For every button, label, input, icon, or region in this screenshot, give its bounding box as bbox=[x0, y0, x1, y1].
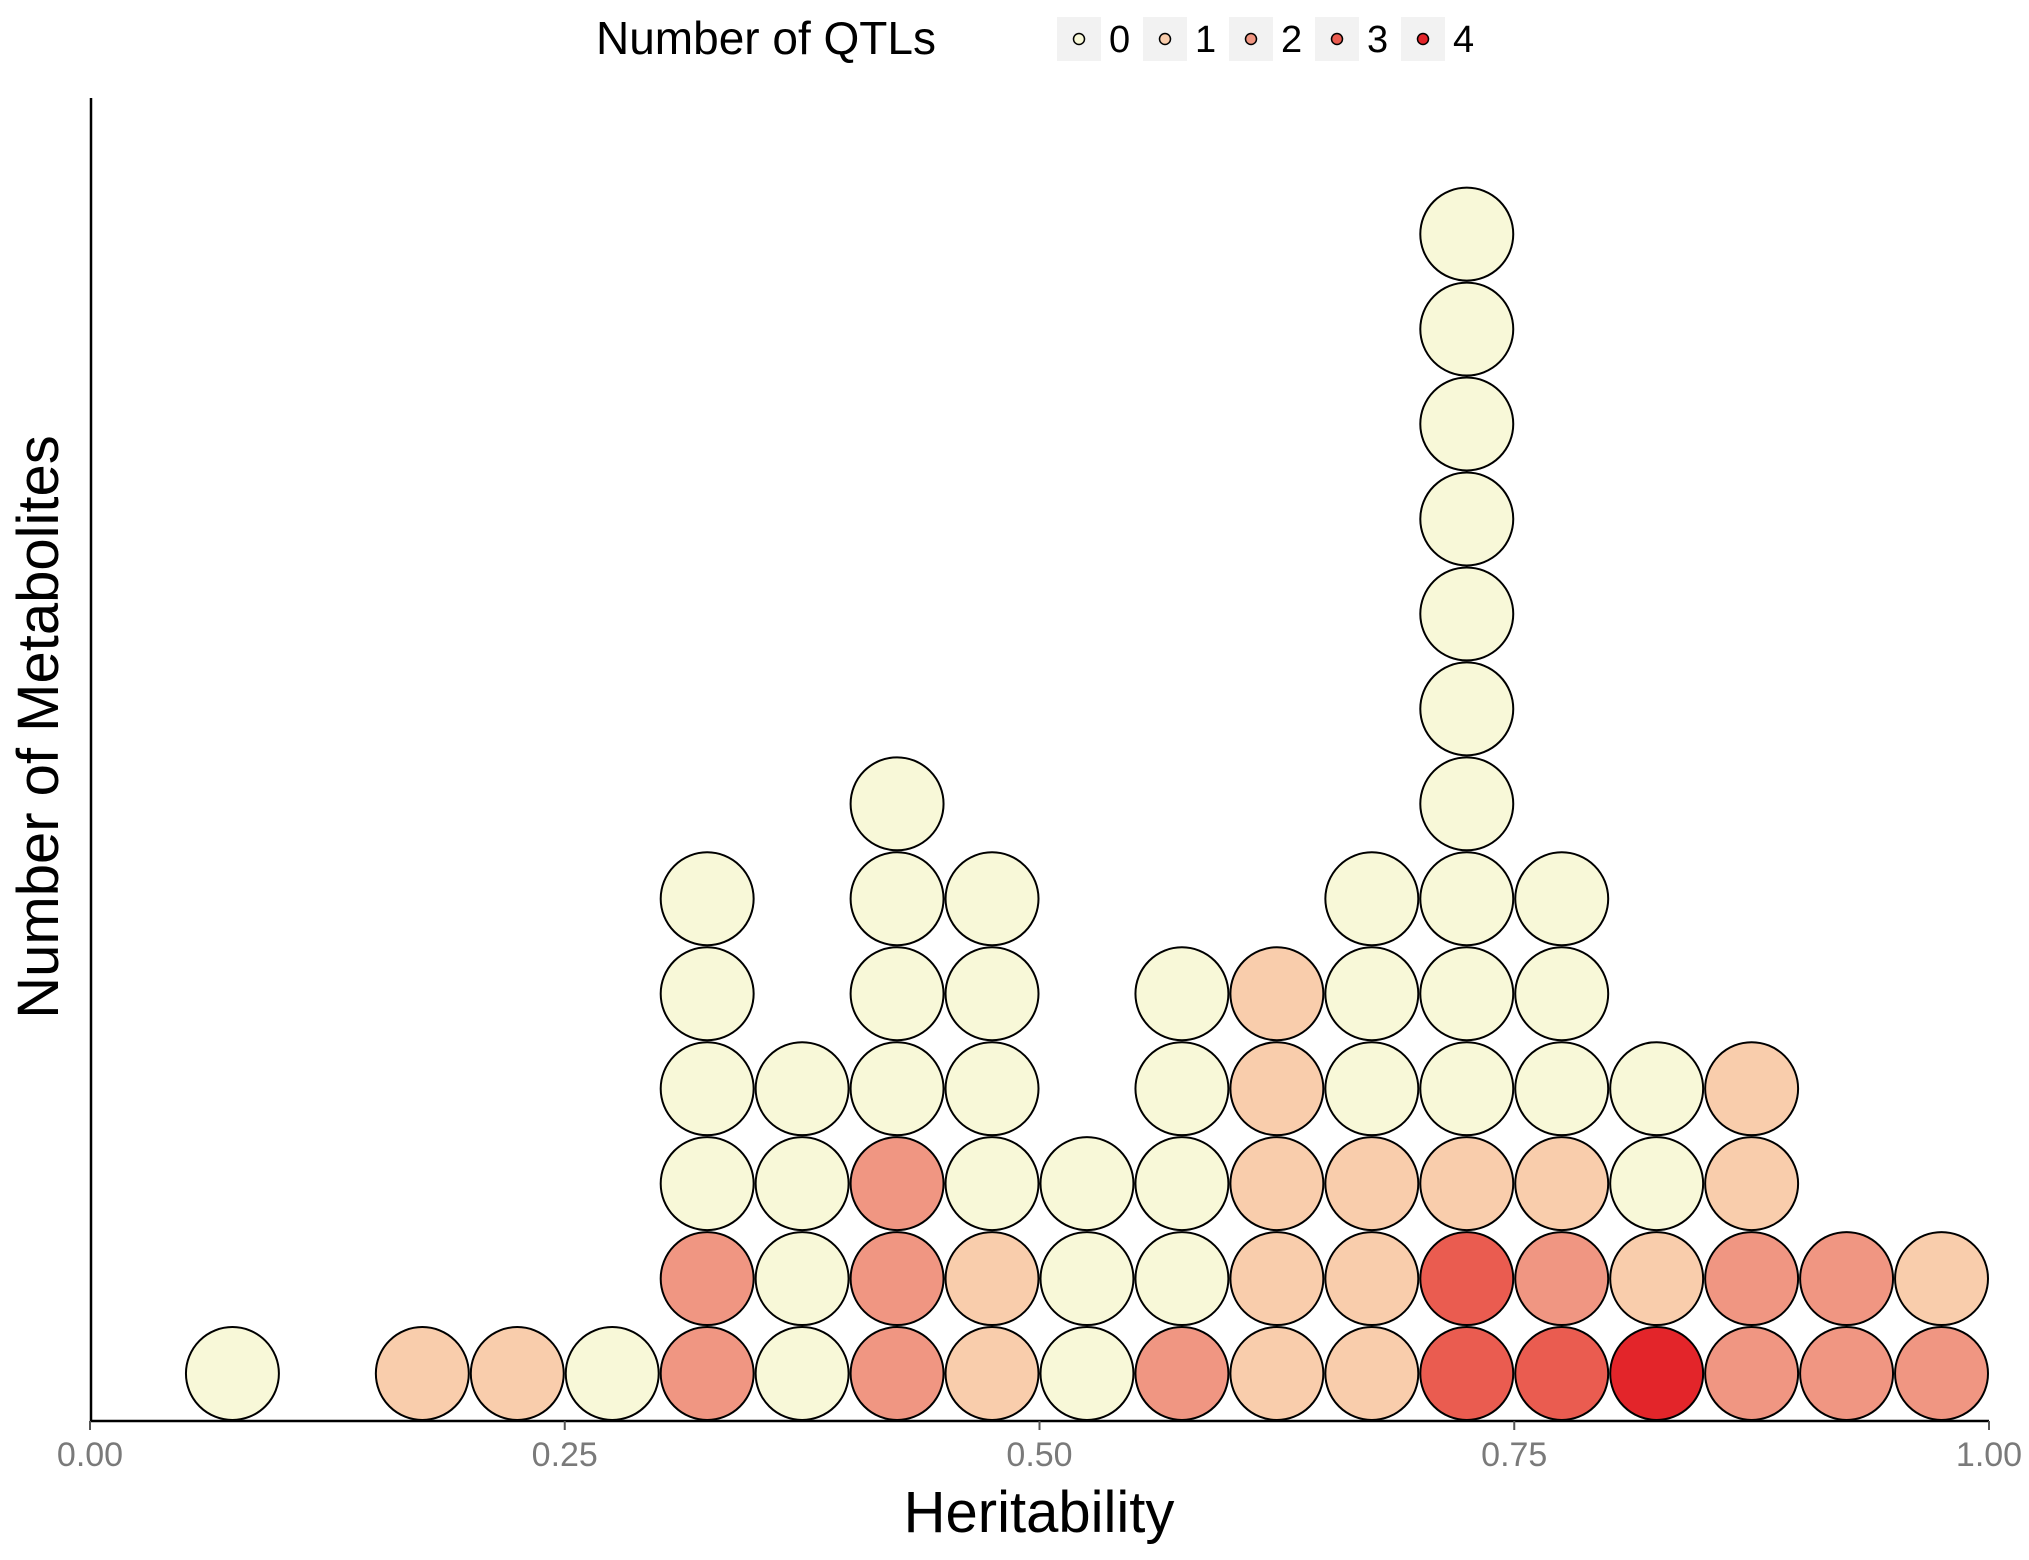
metabolite-dot bbox=[1419, 851, 1515, 947]
metabolite-dot bbox=[1229, 946, 1325, 1042]
metabolite-dot bbox=[1134, 1326, 1230, 1422]
metabolite-dot bbox=[659, 1326, 755, 1422]
metabolite-dot bbox=[1134, 1231, 1230, 1327]
metabolite-dot bbox=[1229, 1231, 1325, 1327]
metabolite-dot bbox=[1514, 1326, 1610, 1422]
metabolite-dot bbox=[944, 1231, 1040, 1327]
metabolite-dot bbox=[1134, 1041, 1230, 1137]
metabolite-dot bbox=[1419, 1326, 1515, 1422]
metabolite-dot bbox=[1609, 1041, 1705, 1137]
metabolite-dot bbox=[1039, 1136, 1135, 1232]
metabolite-dot bbox=[1229, 1136, 1325, 1232]
metabolite-dot bbox=[1704, 1231, 1800, 1327]
metabolite-dot bbox=[849, 756, 945, 852]
metabolite-dot bbox=[1609, 1326, 1705, 1422]
metabolite-dot bbox=[564, 1326, 660, 1422]
legend-key-label: 3 bbox=[1367, 19, 1388, 61]
metabolite-dot bbox=[1419, 1041, 1515, 1137]
metabolite-dot bbox=[1514, 1041, 1610, 1137]
metabolite-dot bbox=[659, 1136, 755, 1232]
metabolite-dot bbox=[374, 1326, 470, 1422]
metabolite-dot bbox=[849, 851, 945, 947]
x-tick-label: 0.75 bbox=[1481, 1436, 1547, 1474]
metabolite-dot bbox=[469, 1326, 565, 1422]
metabolite-dot bbox=[849, 946, 945, 1042]
metabolite-dot bbox=[1324, 851, 1420, 947]
x-tick-label: 0.25 bbox=[532, 1436, 598, 1474]
legend: Number of QTLs 0 1 2 3 4 bbox=[596, 12, 1474, 64]
legend-key-dot bbox=[1072, 32, 1086, 46]
metabolite-dot bbox=[1039, 1231, 1135, 1327]
metabolite-dot bbox=[659, 946, 755, 1042]
metabolite-dot bbox=[1514, 946, 1610, 1042]
metabolite-dot bbox=[754, 1136, 850, 1232]
metabolite-dot bbox=[1419, 471, 1515, 567]
metabolite-dot bbox=[1324, 946, 1420, 1042]
metabolite-dot bbox=[1039, 1326, 1135, 1422]
legend-key-label: 4 bbox=[1453, 19, 1474, 61]
legend-key-dot bbox=[1158, 32, 1172, 46]
metabolite-dot bbox=[754, 1041, 850, 1137]
metabolite-dot bbox=[849, 1326, 945, 1422]
metabolite-dot bbox=[1704, 1041, 1800, 1137]
metabolite-dot bbox=[1419, 1231, 1515, 1327]
legend-title: Number of QTLs bbox=[596, 12, 936, 64]
metabolite-dot bbox=[1134, 946, 1230, 1042]
metabolite-dot bbox=[944, 1136, 1040, 1232]
x-tick-label: 1.00 bbox=[1956, 1436, 2022, 1474]
metabolite-dot bbox=[944, 1326, 1040, 1422]
metabolite-dot bbox=[1419, 661, 1515, 757]
metabolite-dot bbox=[1134, 1136, 1230, 1232]
metabolite-dot bbox=[1419, 1136, 1515, 1232]
metabolite-dot bbox=[1799, 1326, 1895, 1422]
legend-key-dot bbox=[1330, 32, 1344, 46]
metabolite-dot bbox=[1324, 1136, 1420, 1232]
metabolite-dot bbox=[1609, 1231, 1705, 1327]
metabolite-dot bbox=[944, 1041, 1040, 1137]
metabolite-dot bbox=[1229, 1041, 1325, 1137]
metabolite-dot bbox=[1609, 1136, 1705, 1232]
metabolite-dot bbox=[659, 1041, 755, 1137]
metabolite-dot bbox=[1514, 1231, 1610, 1327]
legend-key-dot bbox=[1416, 32, 1430, 46]
y-axis-title: Number of Metabolites bbox=[6, 435, 71, 1018]
metabolite-dot bbox=[1419, 756, 1515, 852]
metabolite-dot bbox=[1324, 1041, 1420, 1137]
metabolite-dot bbox=[1514, 851, 1610, 947]
legend-key-label: 2 bbox=[1281, 19, 1302, 61]
metabolite-dot bbox=[849, 1231, 945, 1327]
metabolite-dot bbox=[1419, 376, 1515, 472]
metabolite-dot bbox=[1894, 1326, 1990, 1422]
metabolite-dot bbox=[849, 1041, 945, 1137]
metabolite-dot bbox=[754, 1231, 850, 1327]
metabolite-dot bbox=[849, 1136, 945, 1232]
metabolite-dot bbox=[659, 1231, 755, 1327]
metabolite-dot bbox=[1704, 1326, 1800, 1422]
metabolite-dot bbox=[754, 1326, 850, 1422]
metabolite-dot bbox=[1229, 1326, 1325, 1422]
legend-key-dot bbox=[1244, 32, 1258, 46]
metabolite-dot bbox=[1419, 946, 1515, 1042]
metabolite-dot bbox=[1324, 1231, 1420, 1327]
x-axis-title: Heritability bbox=[904, 1480, 1175, 1545]
metabolite-dot bbox=[1514, 1136, 1610, 1232]
metabolite-dot bbox=[944, 946, 1040, 1042]
legend-key-label: 0 bbox=[1109, 19, 1130, 61]
metabolite-dot bbox=[1704, 1136, 1800, 1232]
metabolite-dot bbox=[1324, 1326, 1420, 1422]
dots-layer bbox=[184, 186, 1990, 1422]
metabolite-dot bbox=[659, 851, 755, 947]
metabolite-dot bbox=[1799, 1231, 1895, 1327]
legend-key-label: 1 bbox=[1195, 19, 1216, 61]
metabolite-dot bbox=[944, 851, 1040, 947]
x-tick-label: 0.50 bbox=[1006, 1436, 1072, 1474]
x-tick-label: 0.00 bbox=[57, 1436, 123, 1474]
metabolite-dot bbox=[1419, 186, 1515, 282]
metabolite-dot bbox=[184, 1326, 280, 1422]
metabolite-dot bbox=[1419, 281, 1515, 377]
metabolite-dot bbox=[1419, 566, 1515, 662]
metabolite-dot bbox=[1894, 1231, 1990, 1327]
x-axis-ticks: 0.00 0.25 0.50 0.75 1.00 bbox=[57, 1421, 2022, 1474]
